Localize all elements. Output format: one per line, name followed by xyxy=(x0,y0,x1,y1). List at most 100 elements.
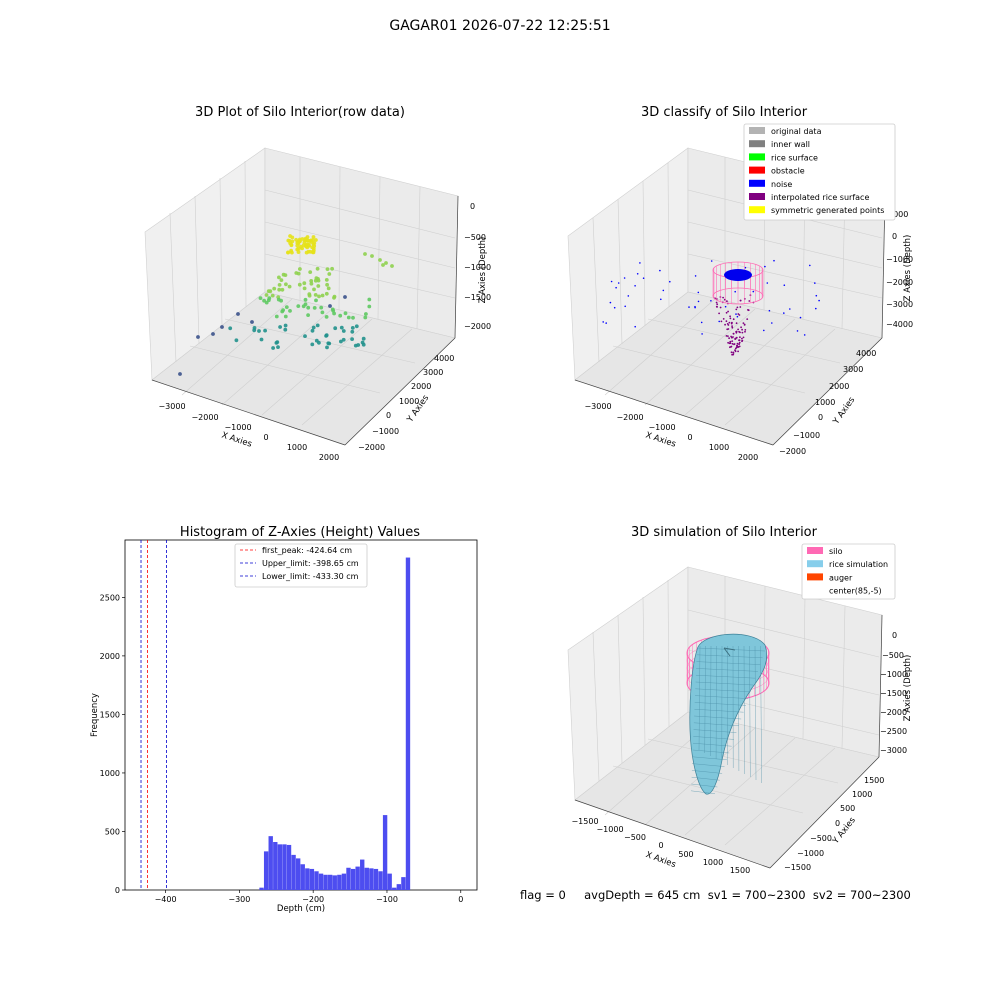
svg-text:−1000: −1000 xyxy=(797,849,824,858)
legend-label: interpolated rice surface xyxy=(771,193,869,202)
svg-text:0: 0 xyxy=(658,841,663,850)
histogram-bar xyxy=(323,874,328,890)
histogram-y-tick-label: 2000 xyxy=(100,652,120,661)
svg-text:−500: −500 xyxy=(624,833,646,842)
histogram-bar xyxy=(350,868,356,890)
histogram-bar xyxy=(401,877,406,890)
histogram-bar xyxy=(268,836,273,890)
svg-text:1000: 1000 xyxy=(852,790,872,799)
legend-swatch xyxy=(807,560,823,568)
simulation-x-ticks: −1500 −1000 −500 0 500 1000 1500 xyxy=(571,817,750,875)
classify-x-label: X Axies xyxy=(644,430,677,449)
histogram-x-label: Depth (cm) xyxy=(277,904,325,914)
histogram-x-tick-label: −100 xyxy=(376,895,398,904)
histogram-bar xyxy=(337,874,342,890)
histogram-y-tick-label: 1000 xyxy=(100,769,120,778)
histogram-bar xyxy=(392,887,397,890)
histogram-bar xyxy=(282,844,287,890)
svg-text:4000: 4000 xyxy=(856,349,876,358)
histogram-title: Histogram of Z-Axies (Height) Values xyxy=(180,525,420,540)
legend-swatch xyxy=(749,140,765,148)
histogram-bar xyxy=(369,868,374,890)
svg-text:−3000: −3000 xyxy=(886,300,913,309)
histogram-bar xyxy=(263,851,269,890)
svg-text:0: 0 xyxy=(386,411,391,420)
histogram-x-tick-label: −200 xyxy=(302,895,324,904)
histogram-bar xyxy=(273,842,278,890)
histogram-bars xyxy=(259,557,411,890)
svg-text:4000: 4000 xyxy=(434,354,454,363)
histogram-bar xyxy=(396,884,402,890)
raw-x-ticks: −3000 −2000 −1000 0 1000 2000 xyxy=(158,402,339,462)
classify-panel-title: 3D classify of Silo Interior xyxy=(641,105,808,120)
svg-text:−1500: −1500 xyxy=(464,293,491,302)
svg-text:3000: 3000 xyxy=(423,368,443,377)
svg-text:−2000: −2000 xyxy=(880,708,907,717)
histogram-bar xyxy=(305,868,310,890)
histogram-axes: −400 −300 −200 −100 0 0 500 1000 1500 2000 2500 D… xyxy=(90,539,478,914)
legend-swatch xyxy=(749,153,765,161)
histogram-bar xyxy=(387,873,392,890)
histogram-bar xyxy=(355,866,360,890)
histogram-bar xyxy=(318,873,324,890)
histogram-y-label: Frequency xyxy=(90,693,100,737)
histogram-y-tick-label: 0 xyxy=(115,886,120,895)
histogram-bar xyxy=(277,844,283,890)
legend-label: rice surface xyxy=(771,153,818,162)
legend-label: obstacle xyxy=(771,167,805,176)
histogram-y-tick-label: 1500 xyxy=(100,710,120,719)
legend-label: symmetric generated points xyxy=(771,206,884,215)
svg-text:−1000: −1000 xyxy=(224,423,251,432)
simulation-x-label: X Axies xyxy=(644,850,677,870)
classify-point-cloud xyxy=(602,259,820,356)
classify-legend: original data inner wall rice surface obsta… xyxy=(743,123,896,221)
figure-title: GAGAR01 2026-07-22 12:25:51 xyxy=(389,18,611,34)
svg-text:−500: −500 xyxy=(882,651,904,660)
histogram-bar xyxy=(291,854,296,890)
legend-label: inner wall xyxy=(771,140,810,149)
raw-point-cloud xyxy=(178,234,394,376)
simulation-y-ticks: −1500 −1000 −500 0 500 1000 1500 xyxy=(784,776,884,872)
legend-swatch xyxy=(807,547,823,554)
legend-swatch xyxy=(749,206,765,214)
classify-silo-wireframe xyxy=(712,261,764,305)
svg-text:−1000: −1000 xyxy=(596,825,623,834)
svg-text:−2000: −2000 xyxy=(886,278,913,287)
svg-text:2000: 2000 xyxy=(738,453,758,462)
legend-label: center(85,-5) xyxy=(829,587,882,596)
histogram-bar xyxy=(378,871,383,890)
histogram-y-tick-label: 2500 xyxy=(100,593,120,602)
svg-text:1000: 1000 xyxy=(703,858,723,867)
classify-y-ticks: −2000 −1000 0 1000 2000 3000 4000 xyxy=(779,349,876,456)
histogram-x-ticks: −400 −300 −200 −100 0 xyxy=(155,890,463,904)
svg-text:0: 0 xyxy=(892,232,897,241)
legend-swatch xyxy=(749,179,765,187)
svg-text:3000: 3000 xyxy=(843,365,863,374)
simulation-z-ticks: 0 −500 −1000 −1500 −2000 −2500 −3000 xyxy=(880,631,907,755)
simulation-legend: silo rice simulation auger center(85,-5) xyxy=(801,543,896,600)
svg-text:500: 500 xyxy=(678,850,693,859)
svg-text:1000: 1000 xyxy=(888,210,908,219)
svg-text:−2000: −2000 xyxy=(358,443,385,452)
svg-text:−3000: −3000 xyxy=(158,402,185,411)
svg-text:0: 0 xyxy=(835,819,840,828)
legend-label: silo xyxy=(829,547,843,556)
histogram-legend-label: Upper_limit: -398.65 cm xyxy=(262,559,359,568)
histogram-bar xyxy=(314,871,319,890)
histogram-bar xyxy=(286,844,292,890)
histogram-x-tick-label: −400 xyxy=(155,895,177,904)
svg-text:−1000: −1000 xyxy=(464,263,491,272)
histogram-bar xyxy=(373,868,379,890)
histogram-bar xyxy=(295,858,301,890)
legend-swatch xyxy=(749,166,765,174)
classify-3d-axes: −3000 −2000 −1000 0 1000 2000 −2000 −100… xyxy=(567,147,913,462)
svg-text:0: 0 xyxy=(818,413,823,422)
svg-text:−3000: −3000 xyxy=(880,746,907,755)
svg-text:2000: 2000 xyxy=(829,382,849,391)
svg-text:0: 0 xyxy=(687,433,692,442)
svg-text:−2000: −2000 xyxy=(779,447,806,456)
histogram-bar xyxy=(405,557,411,890)
svg-text:−2500: −2500 xyxy=(880,727,907,736)
legend-label: noise xyxy=(771,180,792,189)
svg-text:−500: −500 xyxy=(810,834,832,843)
